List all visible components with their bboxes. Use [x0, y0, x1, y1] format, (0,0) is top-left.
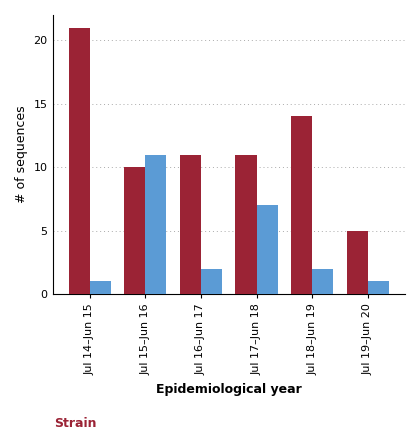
Bar: [312, 269, 333, 294]
Bar: [90, 281, 111, 294]
Bar: [257, 205, 278, 294]
Bar: [201, 269, 222, 294]
Bar: [124, 167, 145, 294]
Bar: [368, 281, 389, 294]
X-axis label: Epidemiological year: Epidemiological year: [156, 383, 302, 396]
Bar: [291, 116, 312, 294]
Bar: [346, 231, 368, 294]
Bar: [68, 28, 90, 294]
Bar: [236, 155, 257, 294]
Y-axis label: # of sequences: # of sequences: [15, 106, 28, 204]
Bar: [180, 155, 201, 294]
Bar: [145, 155, 166, 294]
Text: Strain: Strain: [55, 417, 97, 430]
